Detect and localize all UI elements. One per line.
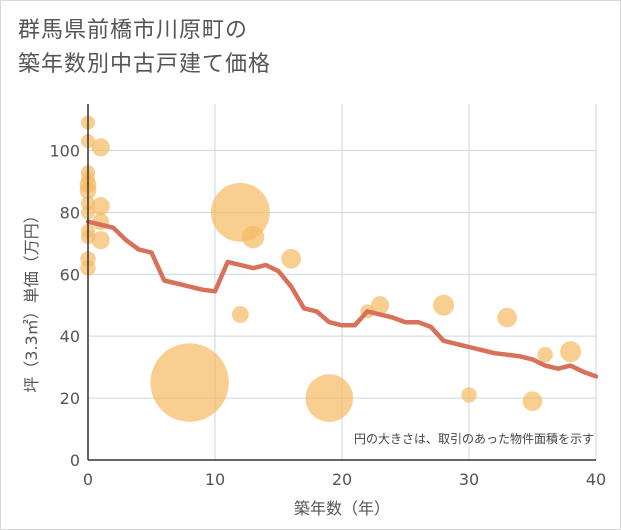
chart-title: 群馬県前橋市川原町の 築年数別中古戸建て価格 (18, 14, 271, 82)
axes (87, 104, 596, 461)
chart-title-line-2: 築年数別中古戸建て価格 (18, 52, 272, 77)
trend-line-group (85, 219, 599, 379)
x-tick-label: 20 (332, 470, 352, 489)
y-tick-label: 20 (60, 389, 80, 408)
x-axis-title: 築年数（年） (294, 499, 390, 518)
tick-labels: 0 10 20 30 40 0 20 40 60 80 100 (49, 141, 606, 489)
y-tick-label: 100 (49, 141, 80, 160)
y-tick-label: 0 (70, 451, 80, 470)
data-bubble (497, 307, 517, 328)
data-bubble (150, 343, 229, 422)
data-bubble (305, 374, 354, 422)
size-legend-note: 円の大きさは、取引のあった物件面積を示す (354, 431, 594, 446)
y-tick-label: 80 (60, 203, 80, 222)
x-tick-label: 10 (205, 470, 225, 489)
x-tick-label: 30 (459, 470, 479, 489)
data-bubble (91, 197, 110, 216)
data-bubble (433, 294, 455, 316)
data-bubble (91, 231, 110, 250)
x-tick-label: 40 (586, 470, 606, 489)
y-tick-label: 40 (60, 327, 80, 346)
y-tick-label: 60 (60, 265, 80, 284)
data-bubble (461, 387, 477, 403)
data-bubble (91, 138, 110, 157)
x-tick-label: 0 (83, 470, 93, 489)
data-bubble (281, 248, 302, 269)
data-bubble (371, 296, 390, 315)
data-bubble (522, 391, 543, 411)
chart-title-line-1: 群馬県前橋市川原町の (18, 18, 249, 43)
data-bubble (560, 341, 582, 363)
y-axis-title: 坪（3.3㎡）単価（万円） (22, 207, 41, 392)
trend-line (85, 219, 599, 379)
data-bubble (537, 347, 553, 363)
bubble-series (79, 115, 582, 422)
data-bubble (241, 225, 265, 249)
data-bubble (232, 306, 249, 323)
